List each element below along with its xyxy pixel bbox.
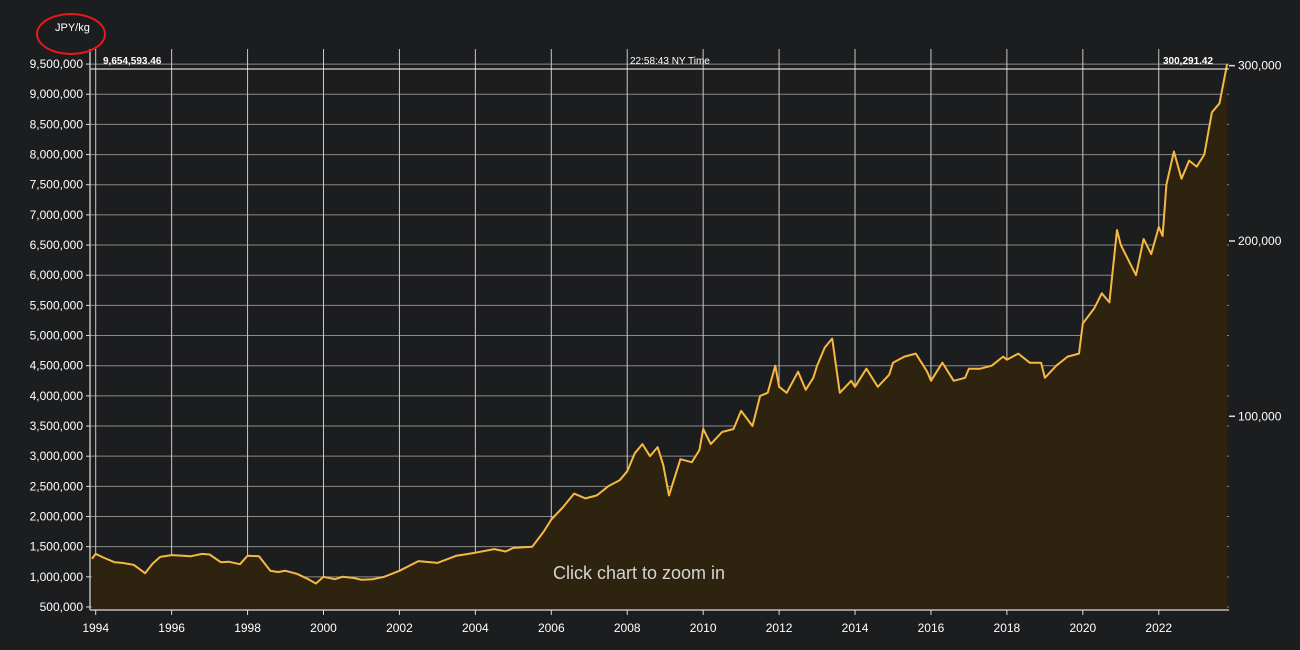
x-tick-label: 2022 bbox=[1145, 621, 1172, 635]
x-tick-label: 2018 bbox=[994, 621, 1021, 635]
y-tick-label: 3,500,000 bbox=[30, 419, 84, 433]
x-tick-label: 2008 bbox=[614, 621, 641, 635]
annotation-circle bbox=[36, 13, 106, 55]
right-y-tick-label: 200,000 bbox=[1238, 234, 1282, 248]
y-axis-ticks: 500,000 1,000,000 1,500,000 2,000,000 2,500,… bbox=[30, 57, 90, 614]
right-y-tick-label: 100,000 bbox=[1238, 409, 1282, 423]
y-tick-label: 6,000,000 bbox=[30, 268, 84, 282]
x-tick-label: 2010 bbox=[690, 621, 717, 635]
y-tick-label: 2,500,000 bbox=[30, 479, 84, 493]
header-left-value: 9,654,593.46 bbox=[103, 56, 162, 67]
x-tick-label: 1996 bbox=[158, 621, 185, 635]
x-tick-label: 2002 bbox=[386, 621, 413, 635]
y-tick-label: 7,000,000 bbox=[30, 208, 84, 222]
x-tick-label: 2012 bbox=[766, 621, 793, 635]
x-axis-ticks: 1994 1996 1998 2000 2002 2004 2006 2008 2010 2012… bbox=[82, 610, 1172, 635]
y-tick-label: 1,500,000 bbox=[30, 540, 84, 554]
y-tick-label: 8,000,000 bbox=[30, 148, 84, 162]
right-y-tick-label: 300,000 bbox=[1238, 59, 1282, 73]
header-right-value: 300,291.42 bbox=[1163, 56, 1214, 67]
right-y-axis-ticks: 100,000 200,000 300,000 bbox=[1229, 59, 1282, 423]
x-tick-label: 1994 bbox=[82, 621, 109, 635]
y-tick-label: 4,000,000 bbox=[30, 389, 84, 403]
y-tick-label: 3,000,000 bbox=[30, 449, 84, 463]
x-tick-label: 2004 bbox=[462, 621, 489, 635]
y-tick-label: 7,500,000 bbox=[30, 178, 84, 192]
y-tick-label: 4,500,000 bbox=[30, 359, 84, 373]
x-tick-label: 1998 bbox=[234, 621, 261, 635]
y-tick-label: 1,000,000 bbox=[30, 570, 84, 584]
x-tick-label: 2014 bbox=[842, 621, 869, 635]
x-tick-label: 2020 bbox=[1069, 621, 1096, 635]
unit-label: JPY/kg bbox=[55, 22, 90, 34]
y-tick-label: 5,500,000 bbox=[30, 298, 84, 312]
y-tick-label: 500,000 bbox=[40, 600, 84, 614]
price-area-fill bbox=[91, 64, 1228, 611]
x-tick-label: 2000 bbox=[310, 621, 337, 635]
header-time: 22:58:43 NY Time bbox=[630, 56, 710, 67]
y-tick-label: 2,000,000 bbox=[30, 510, 84, 524]
grid-lines bbox=[90, 49, 1229, 610]
x-tick-label: 2006 bbox=[538, 621, 565, 635]
price-line bbox=[91, 63, 1229, 585]
zoom-hint[interactable]: Click chart to zoom in bbox=[553, 563, 726, 583]
y-tick-label: 9,000,000 bbox=[30, 87, 84, 101]
y-tick-label: 6,500,000 bbox=[30, 238, 84, 252]
y-tick-label: 9,500,000 bbox=[30, 57, 84, 71]
y-tick-label: 8,500,000 bbox=[30, 117, 84, 131]
x-tick-label: 2016 bbox=[918, 621, 945, 635]
y-tick-label: 5,000,000 bbox=[30, 329, 84, 343]
